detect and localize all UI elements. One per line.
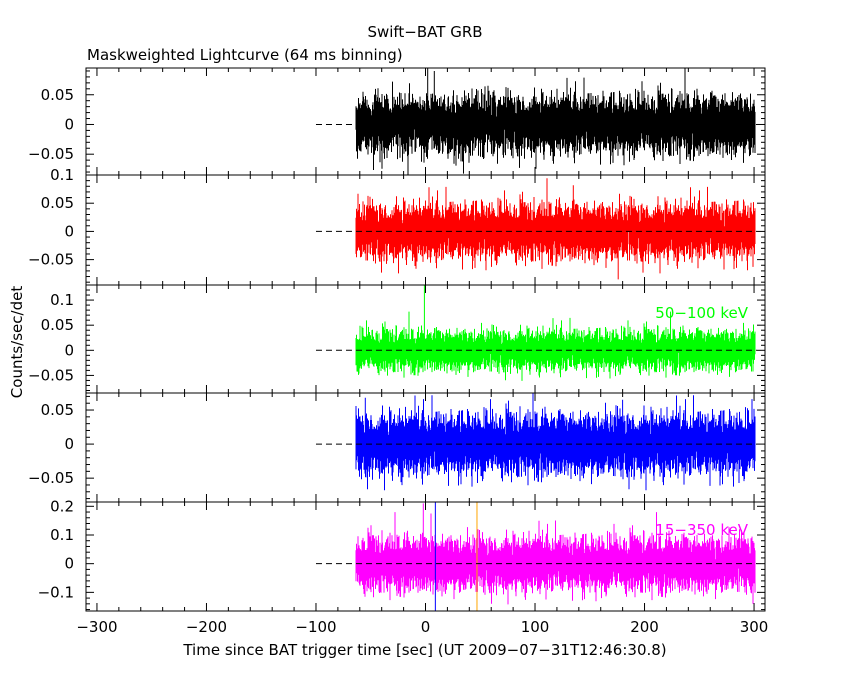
x-tick-label: 100 — [521, 618, 550, 636]
series-3-line — [355, 285, 756, 381]
panel-5: 0.2 0.1 0 −0.1 15−350 keV — [38, 497, 766, 612]
x-tick-label: −300 — [76, 618, 117, 636]
x-tick-label: −100 — [295, 618, 336, 636]
x-tick-label: 300 — [740, 618, 769, 636]
panel-4: 0.05 0 −0.05 — [28, 392, 766, 503]
y-tick-label: 0 — [64, 222, 74, 240]
panels-group: 0.05 0 −0.05 0.1 0.05 0 −0.05 0.1 0.05 0 −0.05 50−1… — [28, 67, 766, 612]
panel-2: 0.1 0.05 0 −0.05 — [28, 166, 766, 286]
x-axis-label: Time since BAT trigger time [sec] (UT 20… — [182, 641, 666, 659]
y-tick-label: 0.05 — [41, 194, 74, 212]
y-tick-label: 0 — [64, 555, 74, 573]
panel-3-energy-label: 50−100 keV — [655, 304, 748, 322]
series-5-line — [355, 503, 756, 605]
y-tick-label: 0.05 — [41, 316, 74, 334]
chart-title: Swift−BAT GRB — [367, 23, 482, 41]
y-tick-label: −0.05 — [28, 469, 74, 487]
series-4-line — [355, 393, 756, 491]
y-tick-label: −0.1 — [38, 583, 74, 601]
y-axis-label: Counts/sec/det — [8, 286, 26, 399]
series-1-line — [355, 68, 756, 175]
panel-5-plot-area — [315, 502, 757, 611]
y-tick-label: 0.1 — [50, 166, 74, 184]
y-tick-label: 0.1 — [50, 291, 74, 309]
y-tick-label: 0 — [64, 341, 74, 359]
x-tick-label: −200 — [186, 618, 227, 636]
x-axis: −300 −200 −100 0 100 200 300 — [76, 618, 768, 636]
panel-3: 0.1 0.05 0 −0.05 50−100 keV — [28, 284, 766, 394]
y-tick-label: −0.05 — [28, 145, 74, 163]
y-tick-label: 0.05 — [41, 401, 74, 419]
y-tick-label: −0.05 — [28, 366, 74, 384]
panel-2-plot-area — [315, 178, 757, 280]
x-tick-label: 200 — [630, 618, 659, 636]
panel-1: 0.05 0 −0.05 — [28, 67, 766, 176]
chart-subtitle: Maskweighted Lightcurve (64 ms binning) — [87, 46, 403, 64]
series-2-line — [355, 178, 756, 280]
y-tick-label: 0.2 — [50, 497, 74, 515]
y-tick-label: 0 — [64, 435, 74, 453]
x-tick-label: 0 — [421, 618, 431, 636]
y-tick-label: −0.05 — [28, 251, 74, 269]
y-tick-label: 0.1 — [50, 526, 74, 544]
panel-1-plot-area — [315, 68, 757, 175]
panel-4-plot-area — [315, 393, 757, 491]
y-tick-label: 0 — [64, 115, 74, 133]
panel-3-plot-area — [315, 285, 757, 381]
y-tick-label: 0.05 — [41, 86, 74, 104]
panel-5-energy-label: 15−350 keV — [655, 521, 748, 539]
